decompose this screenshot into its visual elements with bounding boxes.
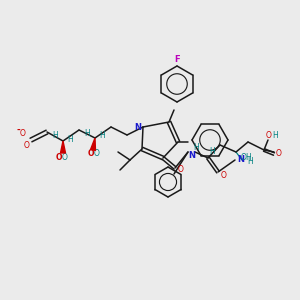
Text: O: O xyxy=(221,172,227,181)
Polygon shape xyxy=(61,141,65,153)
Text: O: O xyxy=(20,130,26,139)
Text: N: N xyxy=(134,122,142,131)
Text: H: H xyxy=(52,131,58,140)
Text: O: O xyxy=(178,166,184,175)
Text: O: O xyxy=(56,152,62,161)
Text: N: N xyxy=(238,155,244,164)
Text: H: H xyxy=(272,131,278,140)
Text: H: H xyxy=(84,128,90,137)
Text: H: H xyxy=(193,142,199,152)
Text: -: - xyxy=(16,125,20,134)
Text: O: O xyxy=(276,149,282,158)
Text: N: N xyxy=(188,151,196,160)
Text: H: H xyxy=(247,157,253,166)
Text: H: H xyxy=(209,148,215,157)
Text: H: H xyxy=(67,134,73,143)
Text: O: O xyxy=(62,152,68,161)
Text: F: F xyxy=(174,56,180,64)
Text: O: O xyxy=(94,149,100,158)
Text: H: H xyxy=(245,152,251,161)
Polygon shape xyxy=(91,138,95,150)
Text: O: O xyxy=(241,152,247,161)
Text: O: O xyxy=(266,131,272,140)
Text: O: O xyxy=(88,149,94,158)
Text: H: H xyxy=(99,131,105,140)
Text: O: O xyxy=(24,140,30,149)
